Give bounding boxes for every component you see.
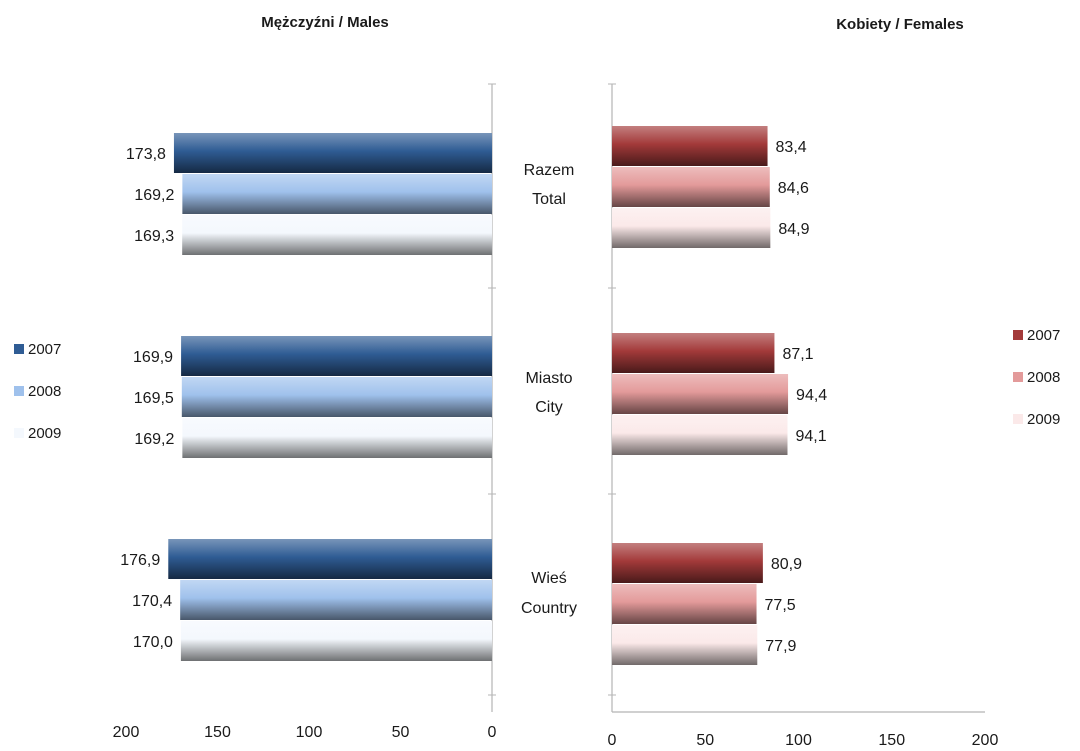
- legend-item-2009: 2009: [14, 422, 61, 444]
- females-bar-2007-2: [612, 543, 763, 583]
- females-data-label-2007-1: 87,1: [782, 346, 813, 363]
- males-bar-2009-2: [180, 621, 492, 661]
- legend-item-2007: 2007: [1013, 324, 1060, 346]
- males-data-label-2008-1: 169,5: [134, 390, 174, 407]
- legend-swatch-2009: [1013, 414, 1023, 424]
- males-data-label-2009-2: 170,0: [133, 634, 173, 651]
- females-bar-2008-0: [612, 167, 770, 207]
- males-bar-2008-0: [182, 174, 492, 214]
- legend-item-2009: 2009: [1013, 408, 1060, 430]
- legend-item-2008: 2008: [1013, 366, 1060, 388]
- females-data-label-2007-0: 83,4: [776, 139, 807, 156]
- females-bar-2009-1: [612, 415, 788, 455]
- legend-item-2008: 2008: [14, 380, 61, 402]
- males-data-label-2008-2: 170,4: [132, 593, 172, 610]
- females-x-tick-label: 50: [696, 732, 714, 749]
- females-bar-2009-0: [612, 208, 771, 248]
- males-x-tick-label: 100: [296, 724, 323, 741]
- males-data-label-2007-1: 169,9: [133, 349, 173, 366]
- males-bar-2008-2: [180, 580, 492, 620]
- males-bar-2009-0: [182, 215, 492, 255]
- females-data-label-2008-1: 94,4: [796, 387, 827, 404]
- category-label: Miasto: [525, 370, 572, 387]
- females-data-label-2008-2: 77,5: [765, 597, 796, 614]
- females-bar-2007-0: [612, 126, 768, 166]
- males-bar-2009-1: [182, 418, 492, 458]
- females-data-label-2007-2: 80,9: [771, 556, 802, 573]
- females-data-label-2009-0: 84,9: [778, 221, 809, 238]
- legend-swatch-2008: [14, 386, 24, 396]
- females-data-label-2009-2: 77,9: [765, 638, 796, 655]
- females-bar-2008-2: [612, 584, 757, 624]
- males-x-tick-label: 200: [113, 724, 140, 741]
- legend-item-2007: 2007: [14, 338, 61, 360]
- category-label: Razem: [524, 162, 575, 179]
- legend-label-2008: 2008: [1027, 368, 1061, 386]
- category-label: Total: [532, 191, 566, 208]
- females-x-tick-label: 0: [608, 732, 617, 749]
- legend-swatch-2008: [1013, 372, 1023, 382]
- males-legend: 2007 2008 2009: [14, 338, 61, 464]
- legend-swatch-2007: [14, 344, 24, 354]
- legend-label-2007: 2007: [28, 340, 62, 358]
- females-bar-2009-2: [612, 625, 758, 665]
- males-bar-2007-1: [181, 336, 492, 376]
- females-bar-2007-1: [612, 333, 775, 373]
- females-bar-2008-1: [612, 374, 789, 414]
- males-bar-2007-2: [168, 539, 492, 579]
- females-data-label-2009-1: 94,1: [795, 428, 826, 445]
- category-label: City: [535, 399, 563, 416]
- males-data-label-2007-0: 173,8: [126, 146, 166, 163]
- males-x-tick-label: 0: [488, 724, 497, 741]
- females-chart-title: Kobiety / Females: [836, 16, 964, 33]
- males-bar-2008-1: [181, 377, 492, 417]
- females-x-tick-label: 200: [972, 732, 999, 749]
- males-x-tick-label: 50: [392, 724, 410, 741]
- legend-label-2009: 2009: [1027, 410, 1061, 428]
- males-bar-2007-0: [173, 133, 493, 173]
- females-data-label-2008-0: 84,6: [778, 180, 809, 197]
- males-data-label-2009-0: 169,3: [134, 228, 174, 245]
- category-label: Country: [521, 600, 577, 617]
- males-data-label-2009-1: 169,2: [134, 431, 174, 448]
- legend-swatch-2007: [1013, 330, 1023, 340]
- legend-label-2007: 2007: [1027, 326, 1061, 344]
- females-x-tick-label: 150: [878, 732, 905, 749]
- legend-swatch-2009: [14, 428, 24, 438]
- category-label: Wieś: [531, 570, 567, 587]
- females-legend: 2007 2008 2009: [1013, 324, 1060, 450]
- females-x-tick-label: 100: [785, 732, 812, 749]
- males-data-label-2007-2: 176,9: [120, 552, 160, 569]
- legend-label-2009: 2009: [28, 424, 62, 442]
- males-data-label-2008-0: 169,2: [134, 187, 174, 204]
- legend-label-2008: 2008: [28, 382, 62, 400]
- males-chart-title: Mężczyźni / Males: [261, 14, 389, 31]
- males-x-tick-label: 150: [204, 724, 231, 741]
